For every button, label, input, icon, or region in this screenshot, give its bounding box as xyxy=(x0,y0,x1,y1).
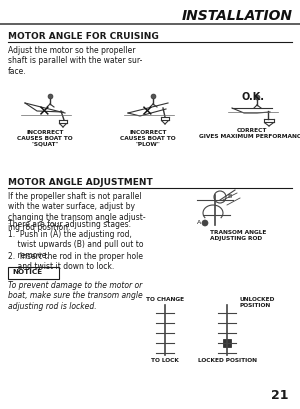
Text: O.K.: O.K. xyxy=(242,92,265,102)
Circle shape xyxy=(202,220,208,226)
Text: Adjust the motor so the propeller
shaft is parallel with the water sur-
face.: Adjust the motor so the propeller shaft … xyxy=(8,46,142,76)
Text: If the propeller shaft is not parallel
with the water surface, adjust by
changin: If the propeller shaft is not parallel w… xyxy=(8,192,145,232)
Text: 2.  Insert the rod in the proper hole
    and twist it down to lock.: 2. Insert the rod in the proper hole and… xyxy=(8,252,143,272)
Text: 1.  Push in (A) the adjusting rod,
    twist upwards (B) and pull out to
    rem: 1. Push in (A) the adjusting rod, twist … xyxy=(8,230,143,260)
Text: ✕: ✕ xyxy=(140,105,152,119)
Text: B: B xyxy=(227,195,231,200)
Text: UNLOCKED
POSITION: UNLOCKED POSITION xyxy=(240,297,275,308)
Text: INSTALLATION: INSTALLATION xyxy=(182,9,293,23)
Text: CORRECT
GIVES MAXIMUM PERFORMANCE: CORRECT GIVES MAXIMUM PERFORMANCE xyxy=(199,128,300,139)
Text: TO LOCK: TO LOCK xyxy=(151,358,179,363)
Text: There are four adjusting stages.: There are four adjusting stages. xyxy=(8,220,131,229)
Text: MOTOR ANGLE FOR CRUISING: MOTOR ANGLE FOR CRUISING xyxy=(8,32,159,41)
Text: 21: 21 xyxy=(271,389,288,402)
Text: INCORRECT
CAUSES BOAT TO
"SQUAT": INCORRECT CAUSES BOAT TO "SQUAT" xyxy=(17,130,73,146)
FancyBboxPatch shape xyxy=(223,339,231,347)
Text: LOCKED POSITION: LOCKED POSITION xyxy=(197,358,256,363)
FancyBboxPatch shape xyxy=(8,267,59,279)
Text: MOTOR ANGLE ADJUSTMENT: MOTOR ANGLE ADJUSTMENT xyxy=(8,178,153,187)
Text: INCORRECT
CAUSES BOAT TO
"PLOW": INCORRECT CAUSES BOAT TO "PLOW" xyxy=(120,130,176,146)
Text: ✕: ✕ xyxy=(37,105,50,119)
Text: NOTICE: NOTICE xyxy=(12,270,42,276)
Text: TRANSOM ANGLE
ADJUSTING ROD: TRANSOM ANGLE ADJUSTING ROD xyxy=(210,230,266,241)
Text: TO CHANGE: TO CHANGE xyxy=(146,297,184,302)
Text: A: A xyxy=(197,220,201,225)
Text: To prevent damage to the motor or
boat, make sure the transom angle
adjusting ro: To prevent damage to the motor or boat, … xyxy=(8,281,143,311)
